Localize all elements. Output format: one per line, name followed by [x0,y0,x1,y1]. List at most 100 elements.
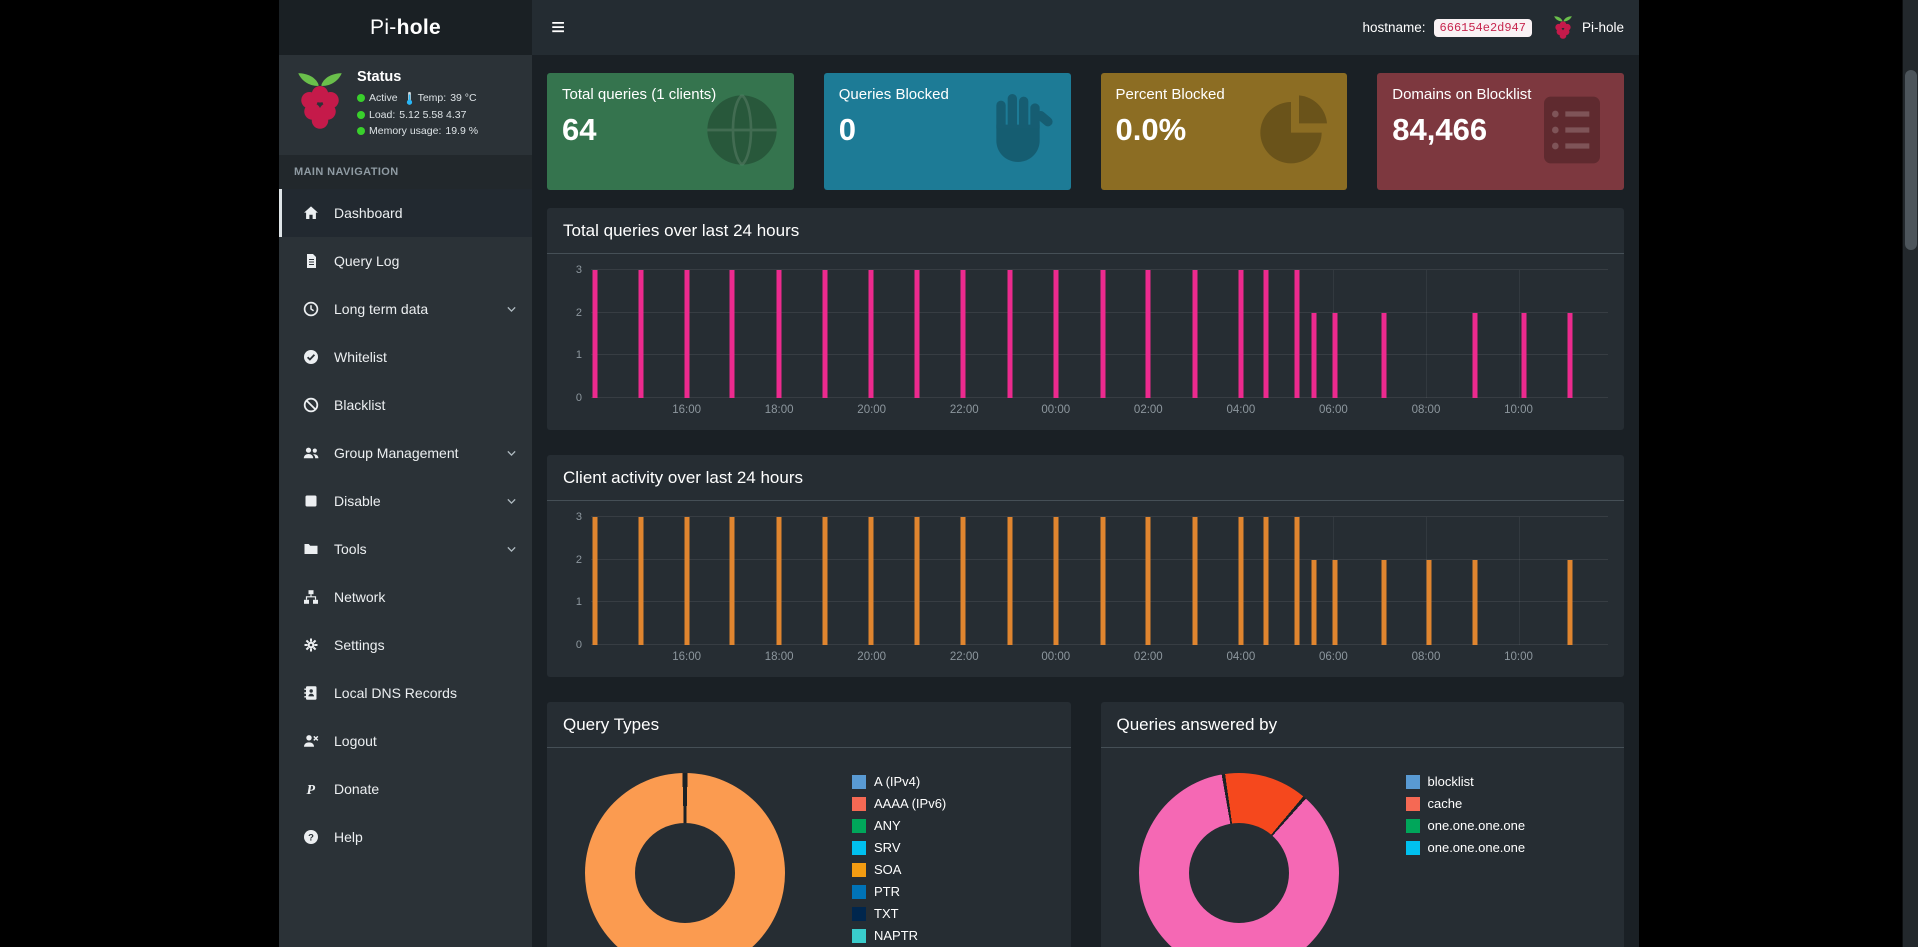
status-ok-dot [357,111,365,119]
nav-item-network[interactable]: Network [279,573,532,621]
query-bar[interactable] [960,517,966,645]
query-bar[interactable] [684,270,690,398]
query-bar[interactable] [776,270,782,398]
nav-item-local-dns-records[interactable]: Local DNS Records [279,669,532,717]
query-bar[interactable] [592,517,598,645]
query-bar[interactable] [822,517,828,645]
nav-item-tools[interactable]: Tools [279,525,532,573]
nav-list: Dashboard Query Log Long term data Whitelis… [279,189,532,861]
chevron-down-icon [505,495,518,508]
nav-item-help[interactable]: ? Help [279,813,532,861]
query-bar[interactable] [1192,270,1198,398]
query-bar[interactable] [684,517,690,645]
svg-text:P: P [307,783,316,797]
query-bar[interactable] [1311,312,1317,398]
nav-item-dashboard[interactable]: Dashboard [279,189,532,237]
gridline-vertical [1425,517,1427,645]
query-bar[interactable] [960,270,966,398]
query-types-donut[interactable] [585,773,785,947]
legend-item[interactable]: blocklist [1405,774,1526,789]
legend-item[interactable]: SRV [852,840,946,855]
query-bar[interactable] [1263,517,1269,645]
query-bar[interactable] [1381,559,1387,645]
query-bar[interactable] [1332,312,1338,398]
y-axis: 0 1 2 3 [563,264,591,404]
legend-item[interactable]: cache [1405,796,1526,811]
x-axis-tick-label: 22:00 [949,651,979,663]
query-bar[interactable] [1238,270,1244,398]
query-bar[interactable] [1053,517,1059,645]
query-bar[interactable] [1238,517,1244,645]
scrollbar-thumb[interactable] [1905,70,1917,250]
query-bar[interactable] [914,270,920,398]
legend-label: NAPTR [874,928,919,943]
nav-item-disable[interactable]: Disable [279,477,532,525]
card-value: 0 [838,112,856,147]
app-logo[interactable]: Pi-hole [279,0,532,55]
legend-item[interactable]: PTR [852,884,946,899]
query-types-legend: A (IPv4) AAAA (IPv6) ANY SRV SOA PTR TXT NAPTR [852,748,946,947]
nav-item-query-log[interactable]: Query Log [279,237,532,285]
legend-color-chip [1405,840,1420,855]
query-bar[interactable] [1007,517,1013,645]
query-bar[interactable] [1567,559,1573,645]
legend-item[interactable]: one.one.one.one [1405,840,1525,855]
query-bar[interactable] [1472,312,1478,398]
x-axis-tick-label: 04:00 [1226,651,1256,663]
query-bar[interactable] [776,517,782,645]
query-bar[interactable] [1100,270,1106,398]
query-bar[interactable] [592,270,598,398]
sidebar-toggle-button[interactable]: ≡ [550,13,565,41]
query-bar[interactable] [1332,559,1338,645]
query-bar[interactable] [822,270,828,398]
query-bar[interactable] [1053,270,1059,398]
query-bar[interactable] [729,517,735,645]
folder-icon [303,541,323,557]
query-bar[interactable] [1521,312,1527,398]
legend-item[interactable]: SOA [852,862,946,877]
main-wrapper: Status Active Temp: 39 °C Load: 5.12 5.5… [279,55,1639,947]
stat-card-domains-blocklist: Domains on Blocklist 84,466 [1377,73,1624,190]
nav-item-whitelist[interactable]: Whitelist [279,333,532,381]
query-bar[interactable] [638,270,644,398]
query-bar[interactable] [1472,559,1478,645]
nav-item-group-management[interactable]: Group Management [279,429,532,477]
legend-item[interactable]: ANY [852,818,946,833]
legend-item[interactable]: NAPTR [852,928,946,943]
query-bar[interactable] [868,270,874,398]
query-bar[interactable] [1294,270,1300,398]
query-bar[interactable] [1145,270,1151,398]
legend-item[interactable]: TXT [852,906,946,921]
chart-title-total-queries: Total queries over last 24 hours [547,208,1624,254]
query-bar[interactable] [1192,517,1198,645]
nav-item-blacklist[interactable]: Blacklist [279,381,532,429]
query-bar[interactable] [1381,312,1387,398]
nav-item-donate[interactable]: P Donate [279,765,532,813]
page-scrollbar[interactable] [1902,0,1918,947]
legend-item[interactable]: A (IPv4) [852,774,946,789]
legend-item[interactable]: one.one.one.one [1405,818,1525,833]
query-bar[interactable] [868,517,874,645]
query-bar[interactable] [1145,517,1151,645]
query-bar[interactable] [638,517,644,645]
pie-icon [1255,90,1335,170]
legend-color-chip [852,796,866,811]
query-bar[interactable] [1294,517,1300,645]
nav-item-logout[interactable]: Logout [279,717,532,765]
query-bar[interactable] [1100,517,1106,645]
query-bar[interactable] [729,270,735,398]
nav-item-settings[interactable]: Settings [279,621,532,669]
users-icon [303,445,323,461]
nav-item-long-term-data[interactable]: Long term data [279,285,532,333]
query-bar[interactable] [914,517,920,645]
nav-section-header: MAIN NAVIGATION [279,155,532,189]
query-bar[interactable] [1567,312,1573,398]
chevron-down-icon [505,447,518,460]
queries-answered-donut[interactable] [1138,773,1339,947]
query-bar[interactable] [1311,559,1317,645]
legend-item[interactable]: AAAA (IPv6) [852,796,946,811]
query-bar[interactable] [1007,270,1013,398]
query-bar[interactable] [1426,559,1432,645]
nav-item-label: Disable [334,493,381,509]
query-bar[interactable] [1263,270,1269,398]
